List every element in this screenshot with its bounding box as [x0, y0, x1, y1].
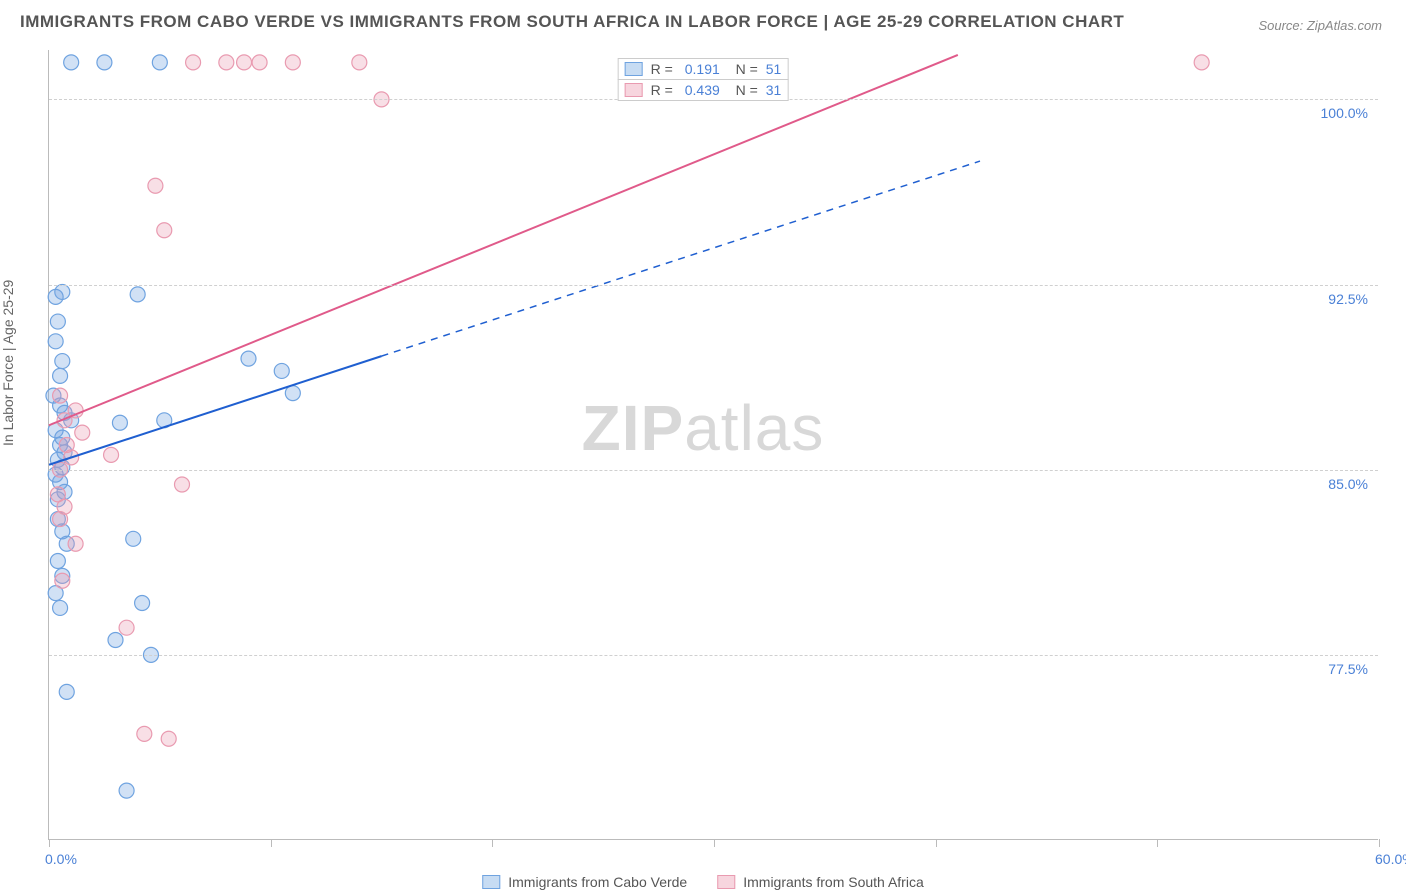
x-tick [49, 839, 50, 847]
data-point [126, 531, 141, 546]
data-point [175, 477, 190, 492]
data-point [148, 178, 163, 193]
legend-n-label: N = [728, 82, 758, 98]
x-tick [714, 839, 715, 847]
data-point [1194, 55, 1209, 70]
x-tick [492, 839, 493, 847]
legend-series-label: Immigrants from South Africa [743, 874, 924, 890]
plot-svg [49, 50, 1378, 839]
data-point [108, 633, 123, 648]
data-point [161, 731, 176, 746]
data-point [186, 55, 201, 70]
data-point [104, 447, 119, 462]
legend-n-value: 51 [766, 61, 782, 77]
data-point [219, 55, 234, 70]
data-point [285, 55, 300, 70]
data-point [97, 55, 112, 70]
gridline [49, 655, 1378, 656]
legend-swatch [625, 83, 643, 97]
data-point [53, 512, 68, 527]
data-point [119, 783, 134, 798]
data-point [50, 314, 65, 329]
gridline [49, 285, 1378, 286]
data-point [352, 55, 367, 70]
legend-series-item: Immigrants from Cabo Verde [482, 874, 687, 890]
legend-n-value: 31 [766, 82, 782, 98]
data-point [241, 351, 256, 366]
x-tick [271, 839, 272, 847]
data-point [285, 386, 300, 401]
data-point [112, 415, 127, 430]
data-point [119, 620, 134, 635]
data-point [137, 726, 152, 741]
trend-line-extrapolated [382, 161, 981, 356]
data-point [50, 554, 65, 569]
y-tick-label: 85.0% [1328, 476, 1368, 492]
trend-line [49, 356, 382, 465]
data-point [237, 55, 252, 70]
data-point [68, 536, 83, 551]
gridline [49, 470, 1378, 471]
x-tick [1157, 839, 1158, 847]
trend-line [49, 55, 958, 425]
legend-r-label: R = [651, 82, 677, 98]
data-point [252, 55, 267, 70]
data-point [59, 684, 74, 699]
data-point [152, 55, 167, 70]
data-point [64, 55, 79, 70]
data-point [55, 354, 70, 369]
legend-swatch [717, 875, 735, 889]
x-tick-label: 60.0% [1375, 851, 1406, 867]
data-point [53, 600, 68, 615]
y-tick-label: 77.5% [1328, 661, 1368, 677]
data-point [55, 573, 70, 588]
legend-series: Immigrants from Cabo Verde Immigrants fr… [482, 874, 923, 890]
legend-r-value: 0.439 [685, 82, 720, 98]
legend-correlation-row: R = 0.439 N = 31 [618, 79, 789, 101]
source-attribution: Source: ZipAtlas.com [1258, 18, 1382, 33]
data-point [48, 334, 63, 349]
y-tick-label: 92.5% [1328, 291, 1368, 307]
legend-correlation-row: R = 0.191 N = 51 [618, 58, 789, 80]
legend-correlation: R = 0.191 N = 51 R = 0.439 N = 31 [618, 58, 789, 100]
legend-swatch [482, 875, 500, 889]
data-point [55, 284, 70, 299]
legend-swatch [625, 62, 643, 76]
chart-container: IMMIGRANTS FROM CABO VERDE VS IMMIGRANTS… [0, 0, 1406, 892]
y-tick-label: 100.0% [1321, 105, 1368, 121]
plot-area: 77.5%85.0%92.5%100.0%0.0%60.0% [48, 50, 1378, 840]
legend-series-label: Immigrants from Cabo Verde [508, 874, 687, 890]
y-axis-label: In Labor Force | Age 25-29 [0, 280, 16, 446]
data-point [274, 363, 289, 378]
legend-series-item: Immigrants from South Africa [717, 874, 924, 890]
data-point [75, 425, 90, 440]
legend-n-label: N = [728, 61, 758, 77]
legend-r-value: 0.191 [685, 61, 720, 77]
data-point [130, 287, 145, 302]
legend-r-label: R = [651, 61, 677, 77]
chart-title: IMMIGRANTS FROM CABO VERDE VS IMMIGRANTS… [20, 12, 1124, 32]
x-tick [1379, 839, 1380, 847]
data-point [157, 223, 172, 238]
data-point [135, 596, 150, 611]
x-tick [936, 839, 937, 847]
data-point [53, 388, 68, 403]
x-tick-label: 0.0% [45, 851, 77, 867]
data-point [53, 368, 68, 383]
